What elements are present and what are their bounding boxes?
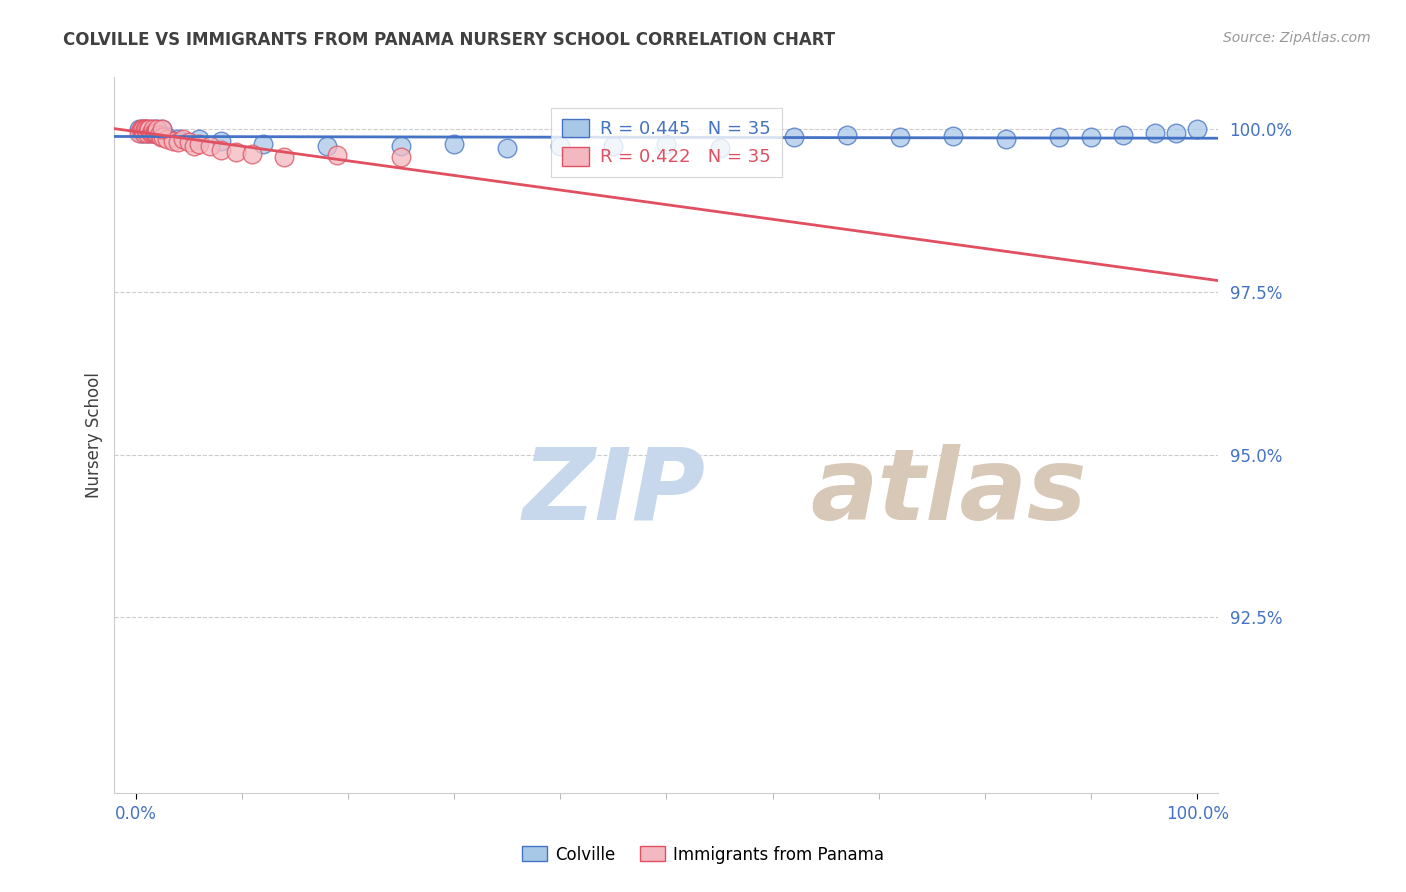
Point	[315, 138, 337, 153]
Point	[942, 128, 965, 143]
Point	[138, 126, 160, 140]
Point	[1143, 126, 1166, 140]
Point	[167, 136, 190, 150]
Point	[602, 138, 624, 153]
Point	[783, 130, 806, 145]
Point	[273, 150, 295, 164]
Text: Source: ZipAtlas.com: Source: ZipAtlas.com	[1223, 31, 1371, 45]
Point	[135, 122, 157, 136]
Y-axis label: Nursery School: Nursery School	[86, 372, 103, 498]
Point	[1047, 130, 1070, 145]
Point	[188, 136, 211, 151]
Point	[150, 122, 173, 136]
Point	[136, 126, 159, 140]
Text: COLVILLE VS IMMIGRANTS FROM PANAMA NURSERY SCHOOL CORRELATION CHART: COLVILLE VS IMMIGRANTS FROM PANAMA NURSE…	[63, 31, 835, 49]
Legend: R = 0.445   N = 35, R = 0.422   N = 35: R = 0.445 N = 35, R = 0.422 N = 35	[551, 108, 782, 178]
Point	[389, 150, 412, 164]
Point	[995, 132, 1018, 146]
Point	[152, 130, 174, 145]
Point	[188, 132, 211, 146]
Point	[141, 122, 163, 136]
Point	[655, 136, 678, 151]
Point	[150, 130, 173, 145]
Point	[138, 122, 160, 136]
Point	[129, 122, 152, 136]
Point	[128, 122, 150, 136]
Point	[146, 122, 169, 136]
Point	[889, 130, 911, 145]
Point	[172, 132, 194, 146]
Point	[162, 134, 184, 148]
Point	[156, 130, 179, 145]
Point	[134, 126, 156, 140]
Text: atlas: atlas	[810, 444, 1087, 541]
Point	[129, 126, 152, 140]
Point	[134, 122, 156, 136]
Point	[132, 126, 155, 140]
Point	[496, 141, 519, 155]
Point	[548, 138, 571, 153]
Text: ZIP: ZIP	[523, 444, 706, 541]
Point	[252, 136, 274, 151]
Point	[209, 143, 232, 157]
Point	[177, 136, 200, 150]
Point	[139, 126, 162, 140]
Point	[128, 126, 150, 140]
Point	[134, 122, 156, 136]
Point	[138, 122, 160, 136]
Point	[1164, 126, 1187, 140]
Point	[142, 122, 165, 136]
Point	[1187, 122, 1209, 136]
Point	[148, 126, 170, 140]
Point	[709, 141, 731, 155]
Point	[148, 128, 170, 142]
Legend: Colville, Immigrants from Panama: Colville, Immigrants from Panama	[515, 839, 891, 871]
Point	[389, 138, 412, 153]
Point	[443, 136, 465, 151]
Point	[1080, 130, 1102, 145]
Point	[141, 126, 163, 140]
Point	[183, 138, 205, 153]
Point	[142, 126, 165, 140]
Point	[131, 122, 153, 136]
Point	[209, 134, 232, 148]
Point	[167, 132, 190, 146]
Point	[1112, 128, 1135, 142]
Point	[156, 132, 179, 146]
Point	[198, 138, 221, 153]
Point	[136, 126, 159, 140]
Point	[142, 126, 165, 140]
Point	[835, 128, 858, 142]
Point	[150, 122, 173, 136]
Point	[145, 126, 167, 140]
Point	[143, 126, 166, 140]
Point	[326, 148, 349, 162]
Point	[145, 122, 167, 136]
Point	[225, 145, 247, 160]
Point	[132, 122, 155, 136]
Point	[242, 147, 264, 161]
